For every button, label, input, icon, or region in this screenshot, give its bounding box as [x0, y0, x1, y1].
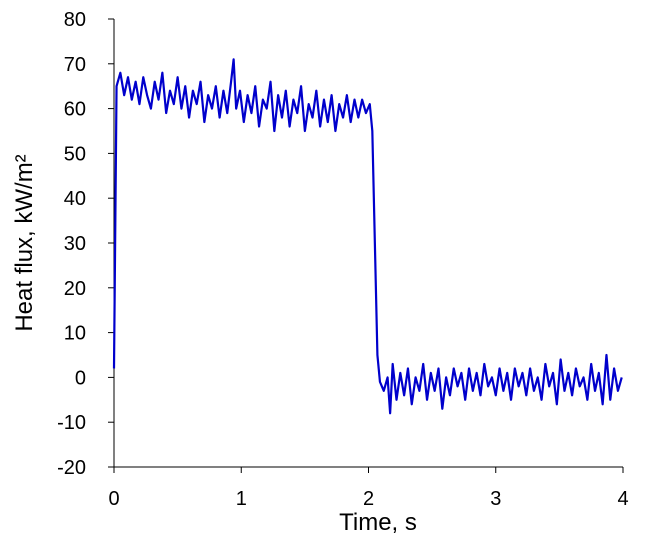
data-line — [112, 58, 623, 415]
x-axis-label: Time, s — [339, 509, 417, 536]
y-tick-label: 70 — [64, 54, 86, 76]
x-tick-label: 2 — [363, 488, 374, 510]
y-tick-label: 0 — [75, 367, 86, 389]
y-tick-label: 20 — [64, 278, 86, 300]
y-tick-label: 60 — [64, 99, 86, 121]
x-tick-label: 3 — [490, 488, 501, 510]
y-tick-label: 50 — [64, 143, 86, 165]
y-tick-label: 40 — [64, 188, 86, 210]
y-tick-label: -10 — [57, 412, 86, 434]
y-axis-label: Heat flux, kW/m² — [11, 154, 38, 331]
y-tick-label: 30 — [64, 233, 86, 255]
y-tick-label: -20 — [57, 457, 86, 479]
y-tick-label: 10 — [64, 323, 86, 345]
y-tick-label: 80 — [64, 9, 86, 31]
x-tick-label: 4 — [617, 488, 628, 510]
x-tick-label: 1 — [236, 488, 247, 510]
x-tick-label: 0 — [108, 488, 119, 510]
